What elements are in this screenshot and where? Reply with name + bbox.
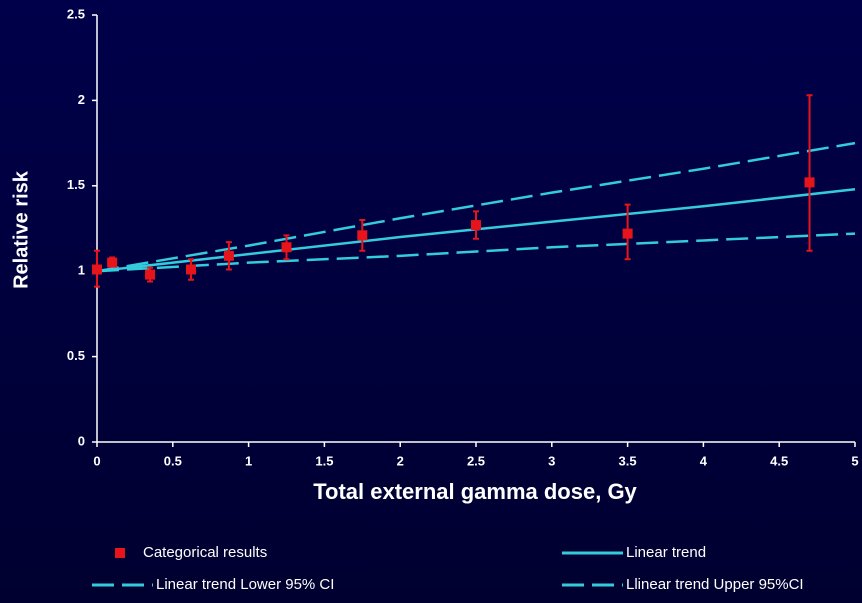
point: [185, 264, 196, 275]
point: [804, 177, 815, 188]
legend-marker: [115, 548, 125, 558]
legend-label: Categorical results: [143, 544, 267, 561]
point: [622, 228, 633, 239]
x-tick-label: 0.5: [164, 453, 182, 468]
y-axis-title: Relative risk: [10, 170, 32, 289]
y-tick-label: 1: [78, 263, 85, 278]
legend-label: Linear trend Lower 95% CI: [156, 576, 334, 593]
x-tick-label: 2.5: [467, 453, 485, 468]
x-tick-label: 4.5: [770, 453, 788, 468]
x-tick-label: 2: [397, 453, 404, 468]
y-tick-label: 2: [78, 92, 85, 107]
legend-label: Llinear trend Upper 95%CI: [626, 576, 804, 593]
point: [223, 250, 234, 261]
trend-line: [96, 232, 856, 273]
point: [281, 242, 292, 253]
point: [471, 220, 481, 231]
x-tick-label: 1.5: [315, 453, 333, 468]
x-tick-label: 3: [548, 453, 555, 468]
point: [92, 264, 102, 275]
point: [107, 257, 118, 268]
legend-label: Linear trend: [626, 544, 706, 561]
y-tick-label: 2.5: [67, 6, 85, 21]
x-tick-label: 3.5: [619, 453, 637, 468]
x-tick-label: 4: [700, 453, 708, 468]
x-axis-title: Total external gamma dose, Gy: [313, 479, 637, 504]
error-bar: [806, 94, 813, 252]
point: [357, 230, 368, 241]
x-tick-label: 0: [93, 453, 100, 468]
x-tick-label: 5: [851, 453, 858, 468]
x-tick-label: 1: [245, 453, 252, 468]
point: [145, 269, 156, 280]
trend-line: [96, 141, 856, 273]
y-tick-label: 0: [78, 433, 85, 448]
y-tick-label: 0.5: [67, 348, 85, 363]
y-tick-label: 1.5: [67, 177, 85, 192]
